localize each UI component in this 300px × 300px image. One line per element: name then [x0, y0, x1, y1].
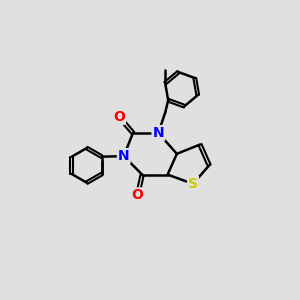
Text: N: N — [153, 126, 164, 140]
Text: O: O — [113, 110, 125, 124]
Text: O: O — [132, 188, 143, 203]
Text: N: N — [118, 149, 130, 163]
Text: S: S — [188, 177, 198, 191]
